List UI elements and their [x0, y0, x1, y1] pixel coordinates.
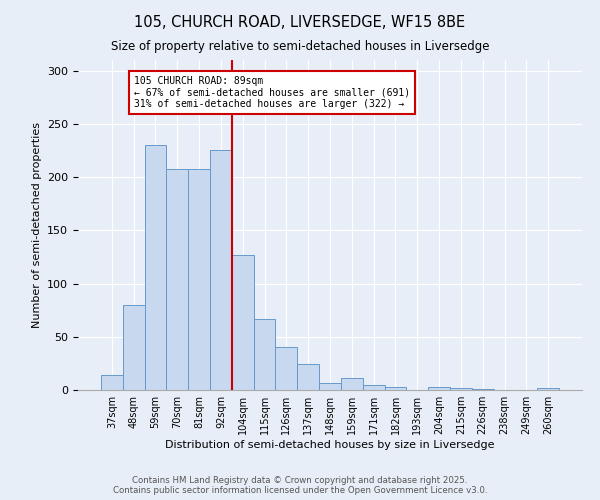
Text: Size of property relative to semi-detached houses in Liversedge: Size of property relative to semi-detach…	[111, 40, 489, 53]
Bar	[232, 255, 254, 390]
Text: 105 CHURCH ROAD: 89sqm
← 67% of semi-detached houses are smaller (691)
31% of se: 105 CHURCH ROAD: 89sqm ← 67% of semi-det…	[134, 76, 410, 109]
Bar	[297, 364, 319, 390]
Bar	[363, 384, 385, 390]
Bar	[275, 348, 297, 390]
X-axis label: Distribution of semi-detached houses by size in Liversedge: Distribution of semi-detached houses by …	[165, 440, 495, 450]
Bar	[101, 375, 123, 390]
Bar	[210, 150, 232, 390]
Bar	[145, 145, 166, 390]
Text: 105, CHURCH ROAD, LIVERSEDGE, WF15 8BE: 105, CHURCH ROAD, LIVERSEDGE, WF15 8BE	[134, 15, 466, 30]
Text: Contains HM Land Registry data © Crown copyright and database right 2025.
Contai: Contains HM Land Registry data © Crown c…	[113, 476, 487, 495]
Bar	[341, 378, 363, 390]
Bar	[537, 388, 559, 390]
Bar	[319, 382, 341, 390]
Bar	[188, 168, 210, 390]
Bar	[166, 168, 188, 390]
Bar	[123, 305, 145, 390]
Bar	[472, 389, 494, 390]
Y-axis label: Number of semi-detached properties: Number of semi-detached properties	[32, 122, 41, 328]
Bar	[450, 388, 472, 390]
Bar	[428, 387, 450, 390]
Bar	[254, 318, 275, 390]
Bar	[385, 387, 406, 390]
